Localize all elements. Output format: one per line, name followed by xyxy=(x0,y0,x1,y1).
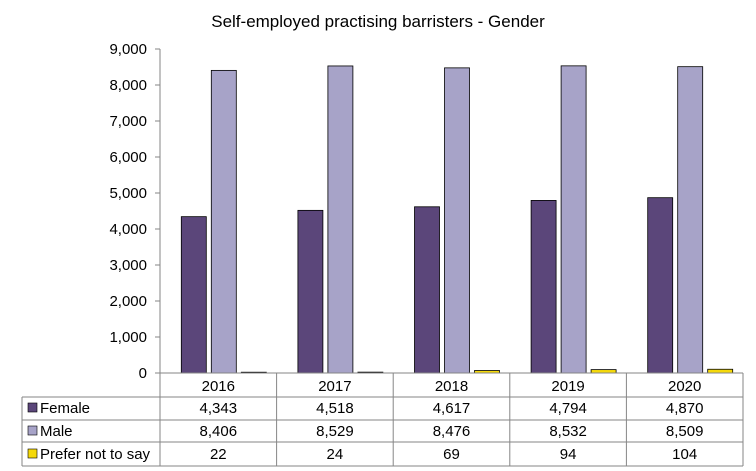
bar-prefer-not-to-say-2019 xyxy=(590,369,617,374)
bar-prefer-not-to-say-2020 xyxy=(707,368,734,374)
x-tick-label: 2018 xyxy=(435,378,468,395)
bar-female-2019 xyxy=(530,200,557,374)
data-label: 8,529 xyxy=(316,423,354,440)
bar-male-2017 xyxy=(327,65,354,374)
data-label: 104 xyxy=(672,446,697,463)
chart-title: Self-employed practising barristers - Ge… xyxy=(211,12,545,31)
y-tick-label: 4,000 xyxy=(109,221,147,238)
y-tick-label: 3,000 xyxy=(109,257,147,274)
x-tick-label: 2020 xyxy=(668,378,701,395)
data-label: 4,518 xyxy=(316,400,354,417)
legend-label: Female xyxy=(40,400,90,417)
data-label: 4,343 xyxy=(200,400,238,417)
y-tick-label: 2,000 xyxy=(109,293,147,310)
bar-male-2020 xyxy=(677,66,704,374)
bar-female-2016 xyxy=(180,216,207,374)
data-label: 4,870 xyxy=(666,400,704,417)
legend-swatch xyxy=(27,402,38,413)
data-label: 94 xyxy=(560,446,577,463)
data-table: 2016 2017 2018 2019 2020 Female 4,343 4,518 4,61… xyxy=(21,372,744,467)
legend-swatch xyxy=(27,448,38,459)
y-tick-label: 6,000 xyxy=(109,149,147,166)
data-label: 69 xyxy=(443,446,460,463)
bar-male-2018 xyxy=(444,67,470,374)
data-label: 4,794 xyxy=(549,400,587,417)
y-tick-label: 0 xyxy=(139,365,147,382)
data-label: 24 xyxy=(327,446,344,463)
legend-label: Male xyxy=(40,423,73,440)
x-tick-label: 2016 xyxy=(202,378,235,395)
bar-female-2020 xyxy=(647,197,674,374)
x-tick-label: 2019 xyxy=(551,378,584,395)
bars xyxy=(180,65,734,374)
data-label: 8,476 xyxy=(433,423,471,440)
y-tick-label: 8,000 xyxy=(109,77,147,94)
bar-male-2019 xyxy=(560,65,587,374)
y-tick-label: 9,000 xyxy=(109,41,147,58)
data-label: 8,406 xyxy=(200,423,238,440)
y-tick-label: 7,000 xyxy=(109,113,147,130)
y-axis: 0 1,000 2,000 3,000 4,000 5,000 6,000 7,000 8,00… xyxy=(109,41,161,382)
bar-female-2017 xyxy=(297,209,324,374)
bar-female-2018 xyxy=(414,206,440,374)
data-label: 8,509 xyxy=(666,423,704,440)
data-label: 22 xyxy=(210,446,227,463)
legend-swatch xyxy=(27,425,38,436)
x-tick-label: 2017 xyxy=(318,378,351,395)
legend-label: Prefer not to say xyxy=(40,446,151,463)
data-label: 8,532 xyxy=(549,423,587,440)
y-tick-label: 1,000 xyxy=(109,329,147,346)
bar-male-2016 xyxy=(210,69,237,374)
y-tick-label: 5,000 xyxy=(109,185,147,202)
data-label: 4,617 xyxy=(433,400,471,417)
